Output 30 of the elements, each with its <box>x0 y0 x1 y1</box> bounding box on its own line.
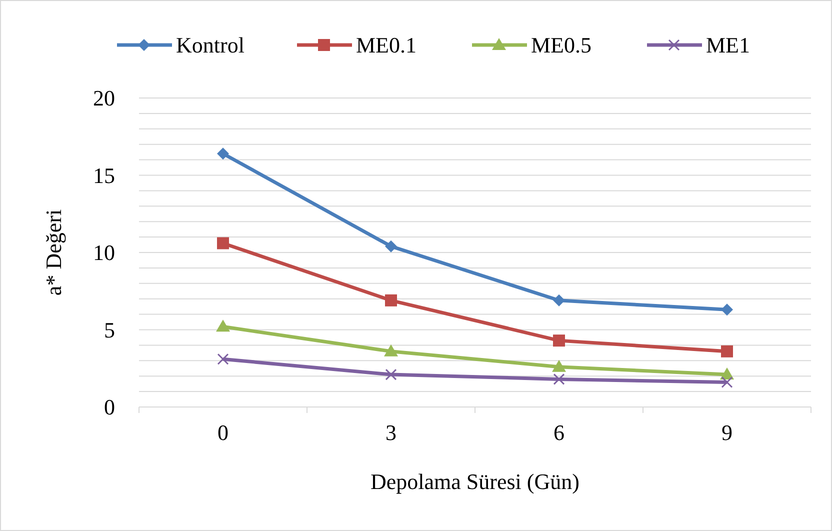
y-tick-label: 0 <box>104 394 115 420</box>
point <box>385 240 397 252</box>
legend-label: ME0.1 <box>356 32 416 58</box>
point <box>552 360 566 372</box>
x-axis-title: Depolama Süresi (Gün) <box>370 469 580 494</box>
point <box>217 237 229 250</box>
point <box>721 345 733 358</box>
point <box>385 294 397 306</box>
y-tick-label: 20 <box>93 86 115 111</box>
legend-label: Kontrol <box>176 32 244 58</box>
x-tick-label: 3 <box>386 420 396 445</box>
point <box>553 294 565 306</box>
y-tick-label: 5 <box>104 317 115 342</box>
legend-label: ME0.5 <box>531 32 592 58</box>
x-tick-label: 0 <box>218 420 228 445</box>
y-axis-title: a* Değeri <box>41 209 66 296</box>
point <box>721 304 733 316</box>
x-tick-label: 6 <box>554 420 564 445</box>
point <box>217 148 229 160</box>
y-tick-label: 10 <box>93 240 115 266</box>
y-tick-label: 15 <box>93 162 115 188</box>
point <box>217 353 229 365</box>
point <box>553 334 565 347</box>
x-tick-label: 9 <box>722 420 732 445</box>
point <box>384 344 398 356</box>
point <box>721 376 733 388</box>
point <box>553 373 565 385</box>
point <box>216 320 230 332</box>
point <box>385 368 397 380</box>
legend-label: ME1 <box>706 32 750 58</box>
